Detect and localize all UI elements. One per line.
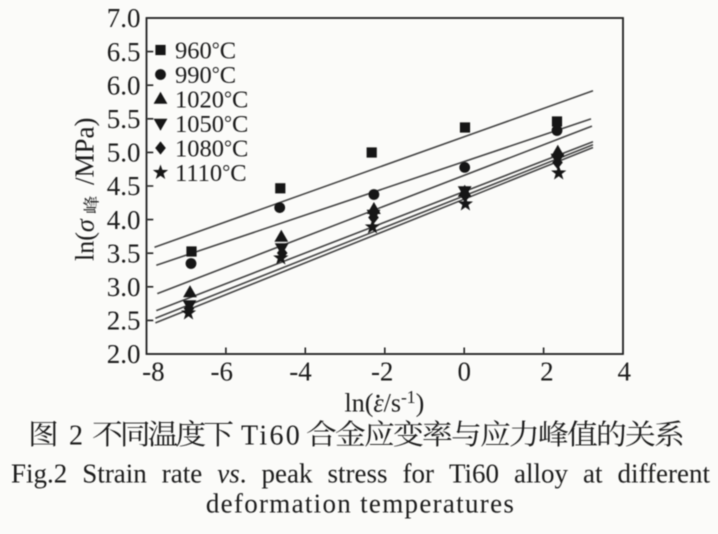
svg-text:/MPa): /MPa) xyxy=(70,118,100,186)
svg-text:2.5: 2.5 xyxy=(107,306,141,336)
svg-text:4: 4 xyxy=(618,357,632,387)
svg-text:-6: -6 xyxy=(211,357,234,387)
svg-text:Ti60: Ti60 xyxy=(241,420,302,451)
svg-text:960°C: 960°C xyxy=(175,38,236,65)
svg-text:alloy: alloy xyxy=(514,459,568,489)
svg-text:at: at xyxy=(583,459,603,489)
svg-text:different: different xyxy=(618,459,711,489)
svg-text:2: 2 xyxy=(69,420,83,451)
svg-text:ln(ε/s-1): ln(ε/s-1) xyxy=(345,387,425,418)
svg-text:2: 2 xyxy=(540,357,554,387)
svg-text:1020°C: 1020°C xyxy=(175,87,248,114)
svg-text:3.0: 3.0 xyxy=(107,272,141,302)
svg-text:stress: stress xyxy=(328,459,388,489)
svg-text:5.5: 5.5 xyxy=(107,104,141,134)
svg-text:7.0: 7.0 xyxy=(107,3,141,33)
svg-text:4.5: 4.5 xyxy=(107,171,141,201)
svg-text:-8: -8 xyxy=(142,357,165,387)
svg-text:peak: peak xyxy=(262,459,313,489)
svg-text:ln(σ: ln(σ xyxy=(71,218,100,261)
svg-text:rate: rate xyxy=(162,459,202,489)
svg-text:Fig.2: Fig.2 xyxy=(11,459,67,489)
svg-text:5.0: 5.0 xyxy=(107,138,141,168)
svg-text:1050°C: 1050°C xyxy=(175,111,248,138)
svg-text:4.0: 4.0 xyxy=(107,205,141,235)
svg-text:Ti60: Ti60 xyxy=(449,459,499,489)
svg-text:deformation temperatures: deformation temperatures xyxy=(206,489,515,519)
svg-text:1110°C: 1110°C xyxy=(175,160,247,187)
svg-text:-2: -2 xyxy=(371,357,394,387)
svg-text:3.5: 3.5 xyxy=(107,238,141,268)
svg-text:.: . xyxy=(240,459,247,489)
svg-text:1080°C: 1080°C xyxy=(175,136,248,163)
svg-text:0: 0 xyxy=(458,357,472,387)
svg-text:vs: vs xyxy=(217,459,240,489)
svg-text:6.5: 6.5 xyxy=(107,37,141,67)
svg-text:6.0: 6.0 xyxy=(107,70,141,100)
svg-text:-4: -4 xyxy=(289,357,312,387)
svg-text:for: for xyxy=(403,459,434,489)
svg-text:Strain: Strain xyxy=(82,459,147,489)
svg-text:990°C: 990°C xyxy=(175,62,236,89)
svg-text:2.0: 2.0 xyxy=(107,339,141,369)
